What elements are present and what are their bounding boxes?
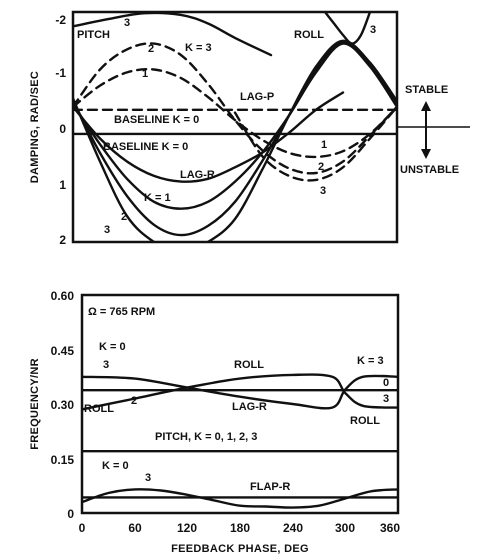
damping-chart: -2 -1 0 1 2 DAMPING, RAD/SEC PITCH 3 2 1…	[29, 10, 470, 247]
pitch-label: PITCH, K = 0, 1, 2, 3	[155, 431, 257, 443]
frequency-ytick: 0	[67, 507, 74, 521]
damping-ytick: 1	[59, 178, 66, 192]
roll-left-label: ROLL	[84, 403, 114, 415]
frequency-series-line-1	[82, 373, 398, 411]
damping-series-line-2	[73, 67, 397, 159]
damping-ytick: -1	[55, 66, 66, 80]
k0-upper-label: K = 0	[99, 341, 126, 353]
frequency-xtick: 180	[230, 521, 250, 535]
damping-series-line-6	[73, 91, 345, 183]
pitch-k3-label: 3	[124, 17, 130, 29]
frequency-xtick: 120	[177, 521, 197, 535]
frequency-ytick: 0.60	[51, 289, 75, 303]
k2-label: 2	[131, 395, 137, 407]
frequency-xtick: 0	[79, 521, 86, 535]
frequency-chart: 0 0.15 0.30 0.45 0.60 0 60 120 180 240 3…	[29, 289, 400, 555]
stable-label: STABLE	[405, 84, 448, 96]
frequency-series-line-0	[82, 374, 398, 410]
damping-ytick: 0	[59, 122, 66, 136]
stability-arrow	[421, 101, 431, 159]
damping-ytick: -2	[55, 13, 66, 27]
zero-right-label: 0	[383, 377, 389, 389]
lag-p-k3-label: 3	[320, 185, 326, 197]
frequency-ytick: 0.30	[51, 398, 75, 412]
frequency-ytick: 0.15	[51, 453, 75, 467]
damping-series-line-10	[323, 12, 372, 45]
k3-label: K = 3	[185, 42, 212, 54]
frequency-y-axis-label: FREQUENCY/NR	[29, 358, 41, 450]
k3-upper-label: 3	[103, 359, 109, 371]
pitch-k2-label: 2	[148, 43, 154, 55]
frequency-xtick: 300	[335, 521, 355, 535]
roll-label: ROLL	[294, 29, 324, 41]
frequency-xtick: 240	[283, 521, 303, 535]
lag-r-label: LAG-R	[232, 401, 267, 413]
lag-p-k2-label: 2	[318, 161, 324, 173]
roll-right-label: ROLL	[350, 415, 380, 427]
k3-right-label: K = 3	[357, 355, 384, 367]
frequency-xtick: 360	[380, 521, 400, 535]
k1-label: K = 1	[144, 192, 171, 204]
lag-r-label: LAG-R	[180, 169, 215, 181]
roll-mid-label: ROLL	[234, 359, 264, 371]
lag-p-k1-label: 1	[321, 139, 327, 151]
unstable-label: UNSTABLE	[400, 164, 459, 176]
pitch-label: PITCH	[77, 29, 110, 41]
frequency-plot-frame	[80, 293, 400, 515]
lag-r-k2-label: 2	[121, 211, 127, 223]
lag-p-label: LAG-P	[240, 91, 274, 103]
baseline-lower-label: BASELINE K = 0	[103, 141, 188, 153]
damping-series-line-3	[73, 42, 397, 175]
damping-series-line-7	[73, 42, 397, 210]
k0-lower-label: K = 0	[102, 460, 129, 472]
damping-series-line-5	[233, 105, 397, 182]
frequency-x-axis-label: FEEDBACK PHASE, DEG	[171, 543, 309, 555]
roll-k3-label: 3	[370, 24, 376, 36]
three-right-label: 3	[383, 393, 389, 405]
lag-r-k3-label: 3	[104, 224, 110, 236]
damping-series-line-9	[73, 39, 397, 242]
pitch-k1-label: 1	[142, 68, 148, 80]
frequency-ytick: 0.45	[51, 344, 75, 358]
damping-series-line-4	[73, 12, 273, 57]
rpm-label: Ω = 765 RPM	[88, 306, 155, 318]
damping-series-group	[73, 12, 397, 242]
baseline-upper-label: BASELINE K = 0	[114, 114, 199, 126]
damping-ytick: 2	[59, 233, 66, 247]
frequency-xtick: 60	[128, 521, 142, 535]
frequency-series-group	[82, 373, 398, 509]
k3-lower-label: 3	[145, 472, 151, 484]
damping-axis-label: DAMPING, RAD/SEC	[29, 71, 41, 183]
flap-r-label: FLAP-R	[250, 481, 290, 493]
